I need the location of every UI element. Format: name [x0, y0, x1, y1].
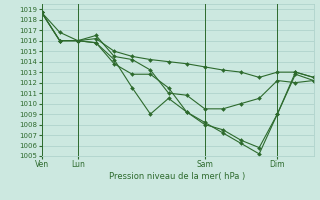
X-axis label: Pression niveau de la mer( hPa ): Pression niveau de la mer( hPa ) — [109, 172, 246, 181]
